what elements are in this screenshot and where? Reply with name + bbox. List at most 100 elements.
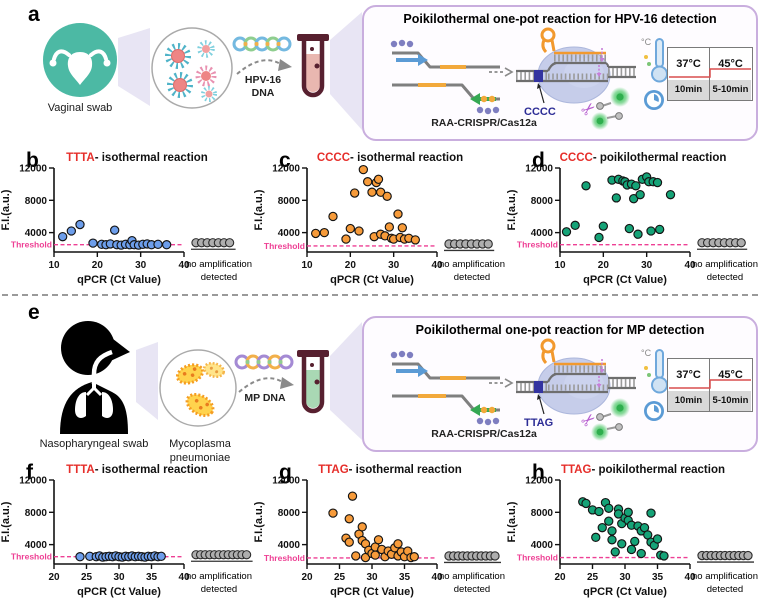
data-points	[57, 219, 172, 250]
y-axis-label: F.I.(a.u.)	[0, 189, 12, 230]
dna-label: HPV-16 DNA	[244, 74, 282, 99]
chart-title: TTTA- isothermal reaction	[66, 464, 208, 476]
time-cell-right: 5-10min	[710, 391, 751, 411]
svg-text:12000: 12000	[525, 476, 553, 487]
svg-text:10: 10	[301, 260, 313, 271]
svg-text:30: 30	[619, 572, 631, 583]
reaction-box-hpv: Poikilothermal one-pot reaction for HPV-…	[362, 5, 758, 141]
svg-text:40: 40	[684, 572, 696, 583]
no-amplification-label: detected	[201, 584, 237, 595]
svg-text:35: 35	[399, 572, 411, 583]
chart-panel-g: g TTAG- isothermal reaction 4000 8000 12000…	[253, 460, 507, 607]
data-points	[578, 497, 669, 561]
scatter-plot-f: TTTA- isothermal reaction 4000 8000 12000 20…	[0, 464, 253, 598]
svg-text:30: 30	[135, 260, 147, 271]
chart-title: TTTA- isothermal reaction	[66, 152, 208, 164]
svg-text:20: 20	[598, 260, 610, 271]
test-tube-icon	[297, 34, 329, 98]
temperature-table: 37°C 45°C 10min 5-10min	[667, 47, 753, 101]
chart-panel-b: b TTTA- isothermal reaction 4000 8000 12000…	[0, 148, 254, 295]
time-cell-right: 5-10min	[710, 80, 751, 100]
svg-text:40: 40	[178, 260, 190, 271]
clock-icon	[644, 401, 664, 421]
dna-label: MP DNA	[244, 392, 286, 404]
organism-label: Mycoplasma pneumoniae	[169, 438, 231, 464]
temperature-table: 37°C 45°C 10min 5-10min	[667, 358, 753, 412]
svg-text:30: 30	[366, 572, 378, 583]
svg-text:20: 20	[48, 572, 60, 583]
svg-text:25: 25	[81, 572, 93, 583]
no-amplification-label: detected	[707, 584, 743, 595]
svg-text:12000: 12000	[272, 476, 300, 487]
no-amplification-cluster	[697, 238, 748, 250]
svg-text:25: 25	[587, 572, 599, 583]
no-amplification-cluster	[191, 550, 253, 562]
panel-letter-c: c	[279, 149, 291, 172]
svg-text:4000: 4000	[278, 540, 301, 551]
svg-text:35: 35	[146, 572, 158, 583]
no-amplification-label: detected	[454, 272, 490, 283]
y-axis-label: F.I.(a.u.)	[506, 189, 518, 230]
no-amplification-label: no amplification	[186, 571, 252, 582]
sample-label: Nasopharyngeal swab	[39, 438, 149, 450]
no-amplification-label: detected	[454, 584, 490, 595]
dashed-arrow-icon	[489, 67, 514, 77]
scatter-plot-d: CCCC- poikilothermal reaction 4000 8000 120…	[506, 152, 758, 286]
panel-letter-d: d	[532, 149, 545, 172]
no-amplification-label: detected	[201, 272, 237, 283]
x-axis-label: qPCR (Ct Value)	[583, 274, 667, 286]
chart-title: TTAG- isothermal reaction	[318, 464, 462, 476]
no-amplification-cluster	[191, 238, 236, 250]
temp-cell-right: 45°C	[710, 359, 751, 391]
reaction-box-title: Poikilothermal one-pot reaction for MP d…	[415, 323, 705, 337]
threshold-label: Threshold	[264, 553, 305, 563]
x-axis-label: qPCR (Ct Value)	[77, 274, 161, 286]
cas12a-complex-icon: ✂ CCCC	[516, 27, 636, 130]
svg-text:35: 35	[652, 572, 664, 583]
svg-text:8000: 8000	[25, 508, 48, 519]
chart-panel-c: c CCCC- isothermal reaction 4000 8000 12000…	[253, 148, 507, 295]
panel-letter-e: e	[28, 301, 40, 324]
y-axis-label: F.I.(a.u.)	[506, 501, 518, 542]
dna-chain-icon	[234, 354, 294, 370]
svg-text:40: 40	[431, 572, 443, 583]
svg-text:4000: 4000	[531, 540, 554, 551]
svg-text:8000: 8000	[25, 196, 48, 207]
x-axis-label: qPCR (Ct Value)	[77, 586, 161, 598]
svg-text:12000: 12000	[272, 164, 300, 175]
temp-cell-left: 37°C	[668, 48, 710, 80]
primer-scheme-icon	[390, 39, 500, 115]
chart-title: CCCC- poikilothermal reaction	[560, 152, 727, 164]
data-points	[328, 491, 419, 563]
section-divider	[2, 294, 758, 296]
reaction-box-title: Poikilothermal one-pot reaction for HPV-…	[403, 12, 717, 26]
clock-icon	[644, 90, 664, 110]
svg-text:10: 10	[48, 260, 60, 271]
y-axis-label: F.I.(a.u.)	[253, 189, 265, 230]
beam-shapes	[118, 12, 362, 130]
beam-shapes	[136, 322, 362, 440]
chart-panel-d: d CCCC- poikilothermal reaction 4000 8000 1…	[506, 148, 760, 295]
svg-text:30: 30	[641, 260, 653, 271]
no-amplification-label: no amplification	[439, 571, 505, 582]
reaction-box-mp: Poikilothermal one-pot reaction for MP d…	[362, 316, 758, 452]
svg-text:12000: 12000	[525, 164, 553, 175]
svg-text:8000: 8000	[531, 508, 554, 519]
panel-letter-b: b	[26, 149, 39, 172]
svg-text:10: 10	[554, 260, 566, 271]
pam-label: CCCC	[524, 106, 556, 118]
x-axis-label: qPCR (Ct Value)	[330, 586, 414, 598]
pam-label: TTAG	[524, 417, 553, 429]
chart-panel-h: h TTAG- poikilothermal reaction 4000 8000 1…	[506, 460, 760, 607]
threshold-label: Threshold	[517, 553, 558, 563]
mycoplasma-icon	[159, 349, 237, 427]
panel-letter-f: f	[26, 461, 33, 484]
temp-cell-left: 37°C	[668, 359, 710, 391]
no-amplification-cluster	[444, 551, 501, 564]
chart-title: CCCC- isothermal reaction	[317, 152, 463, 164]
svg-text:8000: 8000	[531, 196, 554, 207]
scatter-plot-c: CCCC- isothermal reaction 4000 8000 12000 10…	[253, 152, 505, 286]
cas12a-complex-icon: ✂ TTAG	[516, 338, 636, 441]
svg-text:8000: 8000	[278, 196, 301, 207]
threshold-label: Threshold	[517, 240, 558, 250]
